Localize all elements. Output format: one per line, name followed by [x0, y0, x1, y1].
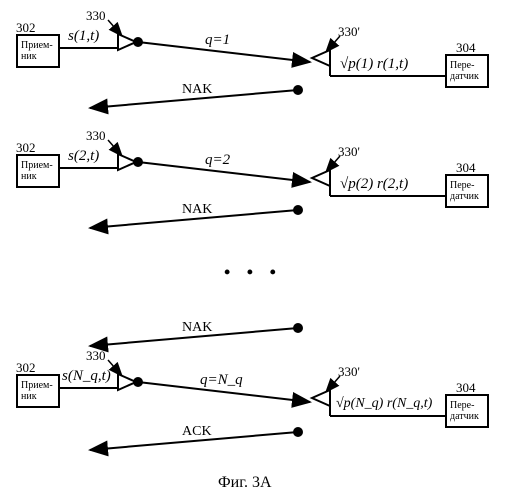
- s-label-1: s(1,t): [68, 28, 99, 45]
- ant-left-ref-1: 330: [86, 8, 106, 24]
- ant-left-ref-2: 330: [86, 128, 106, 144]
- diagram-svg: [0, 0, 505, 500]
- receiver-box-1: Прием-ник: [16, 34, 60, 68]
- ant-left-ref-3: 330: [86, 348, 106, 364]
- ellipsis: • • •: [224, 262, 282, 283]
- transmitter-box-3: Пере-датчик: [445, 394, 489, 428]
- ant-right-ref-1: 330': [338, 24, 360, 40]
- ant-right-ref-2: 330': [338, 144, 360, 160]
- transmitter-box-2: Пере-датчик: [445, 174, 489, 208]
- q-label-1: q=1: [205, 32, 230, 49]
- q-label-3: q=N_q: [200, 372, 243, 389]
- nak-label-1: NAK: [182, 82, 212, 98]
- transmitter-box-1: Пере-датчик: [445, 54, 489, 88]
- ant-right-ref-3: 330': [338, 364, 360, 380]
- q-label-2: q=2: [205, 152, 230, 169]
- ack-label-3: ACK: [182, 424, 212, 440]
- nak-label-2: NAK: [182, 202, 212, 218]
- receiver-box-3: Прием-ник: [16, 374, 60, 408]
- p-label-3: √p(N_q) r(N_q,t): [336, 396, 432, 412]
- p-label-2: √p(2) r(2,t): [340, 176, 408, 193]
- s-label-3: s(N_q,t): [62, 368, 111, 385]
- s-label-2: s(2,t): [68, 148, 99, 165]
- nak-label-3-top: NAK: [182, 320, 212, 336]
- p-label-1: √p(1) r(1,t): [340, 56, 408, 73]
- figure-caption: Фиг. 3А: [218, 474, 272, 492]
- receiver-box-2: Прием-ник: [16, 154, 60, 188]
